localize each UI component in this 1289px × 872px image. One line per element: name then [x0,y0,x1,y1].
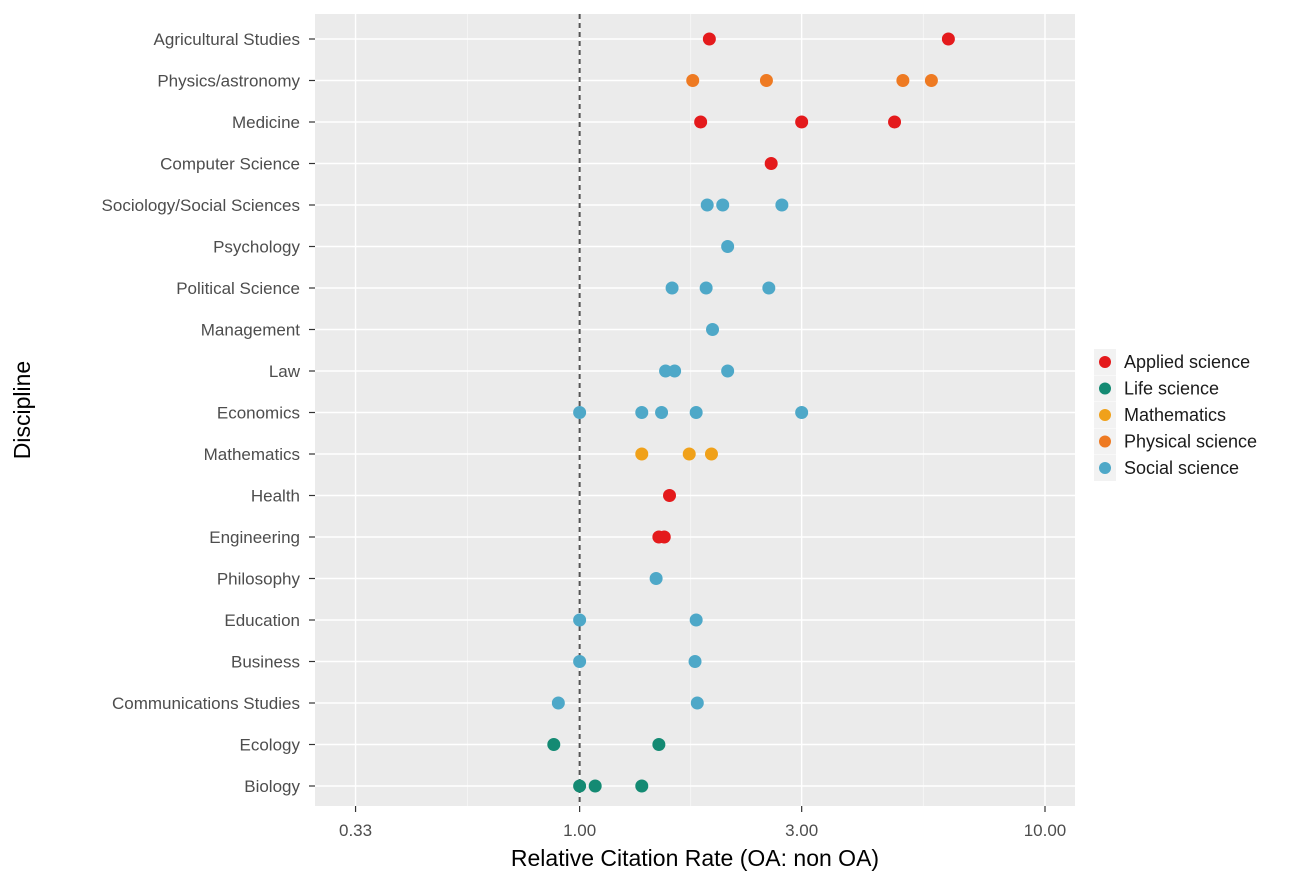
data-point [652,738,666,751]
data-point [682,447,696,461]
y-tick-label: Sociology/Social Sciences [102,196,300,215]
y-axis-title: Discipline [9,361,35,459]
data-point [700,198,714,212]
data-point [649,572,663,585]
y-tick-label: Business [231,653,300,672]
legend-label: Applied science [1124,352,1250,372]
data-point [635,447,649,461]
data-point [924,74,938,87]
data-point [702,32,716,46]
data-point [759,74,773,87]
y-tick-label: Health [251,487,300,506]
data-point [573,655,587,668]
y-tick-label: Management [201,321,301,340]
x-tick-label: 10.00 [1024,821,1067,840]
data-point [764,157,778,170]
x-axis: 0.33 1.00 3.00 10.00 [339,806,1066,840]
y-tick-label: Communications Studies [112,694,300,713]
data-points [547,32,955,793]
legend-marker [1099,356,1111,368]
data-point [896,74,910,87]
data-point [657,530,671,544]
legend-marker [1099,462,1111,474]
data-point [704,447,718,461]
data-point [551,696,565,710]
data-point [686,74,700,87]
y-tick-label: Psychology [213,238,300,257]
major-grid [315,14,1075,806]
legend-marker [1099,382,1111,395]
data-point [716,198,730,212]
x-axis-title: Relative Citation Rate (OA: non OA) [511,845,879,871]
legend-marker [1099,409,1111,421]
y-tick-label: Engineering [209,528,300,547]
legend-label: Life science [1124,379,1219,399]
legend-label: Mathematics [1124,405,1226,425]
data-point [721,364,735,378]
data-point [655,406,669,419]
data-point [795,115,809,129]
data-point [573,779,587,793]
y-tick-label: Agricultural Studies [154,30,300,49]
data-point [635,406,649,419]
data-point [668,364,682,378]
y-tick-label: Medicine [232,113,300,132]
legend: Applied science Life science Mathematics Ph… [1094,349,1257,481]
data-point [588,779,602,793]
data-point [721,240,735,253]
data-point [573,406,587,419]
data-point [688,655,702,668]
y-axis: Agricultural Studies Physics/astronomy Med… [102,30,315,796]
y-tick-label: Mathematics [204,445,300,464]
data-point [665,281,679,295]
y-tick-label: Ecology [240,736,301,755]
y-tick-label: Biology [244,777,300,796]
data-point [941,32,955,46]
data-point [888,115,902,129]
y-tick-label: Philosophy [217,570,301,589]
y-tick-label: Education [224,611,300,630]
data-point [699,281,713,295]
data-point [547,738,561,751]
data-point [706,323,720,336]
y-tick-label: Law [269,362,301,381]
legend-label: Physical science [1124,432,1257,452]
data-point [663,489,677,502]
x-tick-label: 0.33 [339,821,372,840]
data-point [694,115,708,129]
data-point [689,613,703,627]
data-point [635,779,649,793]
legend-label: Social science [1124,458,1239,478]
data-point [689,406,703,419]
y-tick-label: Political Science [176,279,300,298]
data-point [775,198,789,212]
x-tick-label: 3.00 [785,821,818,840]
data-point [690,696,704,710]
data-point [795,406,809,419]
y-tick-label: Economics [217,404,300,423]
y-tick-label: Computer Science [160,155,300,174]
y-tick-label: Physics/astronomy [157,72,300,91]
x-tick-label: 1.00 [563,821,596,840]
data-point [573,613,587,627]
data-point [762,281,776,295]
data-point [659,364,673,378]
legend-marker [1099,435,1111,448]
